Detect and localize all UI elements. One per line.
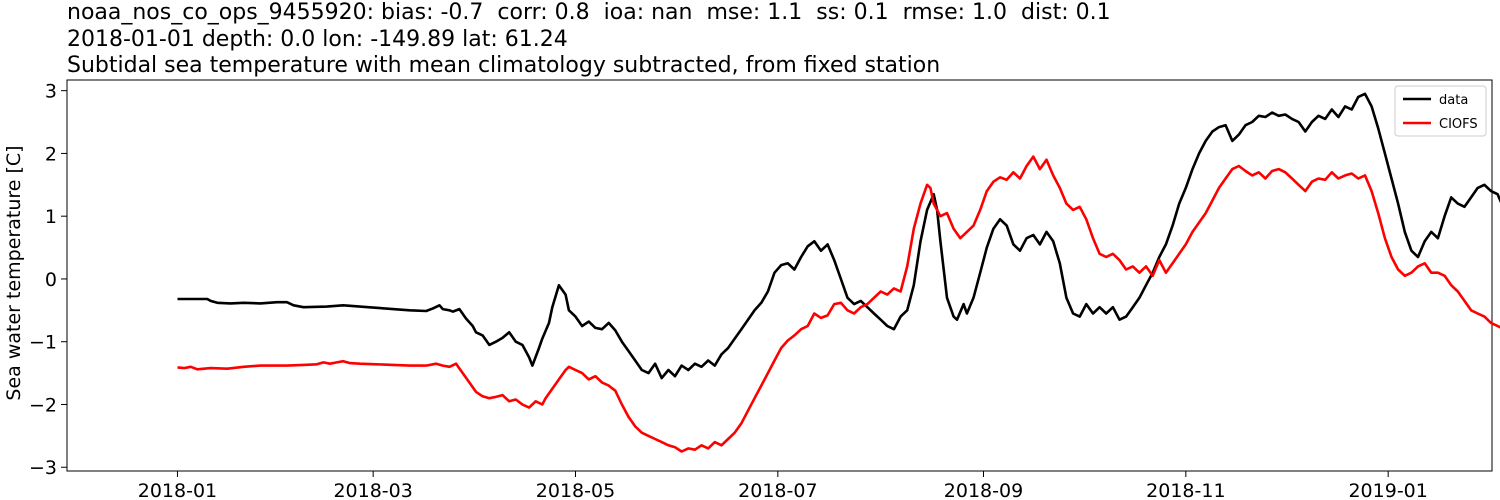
y-axis: −3 −2 −1 0 1 2 3 [29, 81, 67, 479]
y-tick-label: −3 [29, 457, 57, 479]
x-tick-label: 2019-01 [1348, 480, 1427, 500]
chart-title-line-2: 2018-01-01 depth: 0.0 lon: -149.89 lat: … [67, 26, 568, 52]
plot-frame [66, 79, 1493, 472]
series-line-data [177, 92, 1500, 380]
chart-title-line-3: Subtidal sea temperature with mean clima… [67, 53, 941, 78]
legend-label-ciofs: CIOFS [1439, 117, 1478, 132]
legend: data CIOFS [1394, 85, 1487, 137]
legend-label-data: data [1439, 93, 1468, 108]
series-group [177, 92, 1500, 453]
plot-border [66, 79, 1493, 472]
y-tick-label: 1 [45, 206, 57, 228]
y-tick-label: 2 [45, 143, 57, 165]
chart-title-line-1: noaa_nos_co_ops_9455920: bias: -0.7 corr… [67, 0, 1111, 25]
x-tick-label: 2018-09 [944, 480, 1023, 500]
x-tick-label: 2018-01 [138, 480, 217, 500]
x-tick-label: 2018-05 [536, 480, 615, 500]
x-axis: 2018-01 2018-03 2018-05 2018-07 2018-09 2018-… [138, 471, 1428, 500]
y-axis-label: Sea water temperature [C] [3, 145, 25, 400]
x-tick-label: 2018-03 [333, 480, 412, 500]
y-tick-label: 3 [45, 81, 57, 103]
x-tick-label: 2018-07 [738, 480, 817, 500]
y-tick-label: −1 [29, 332, 57, 354]
y-tick-label: 0 [45, 269, 57, 291]
x-tick-label: 2018-11 [1146, 480, 1225, 500]
chart-title-block: noaa_nos_co_ops_9455920: bias: -0.7 corr… [67, 0, 1111, 80]
y-tick-label: −2 [29, 394, 57, 416]
series-line-ciofs [177, 155, 1500, 453]
